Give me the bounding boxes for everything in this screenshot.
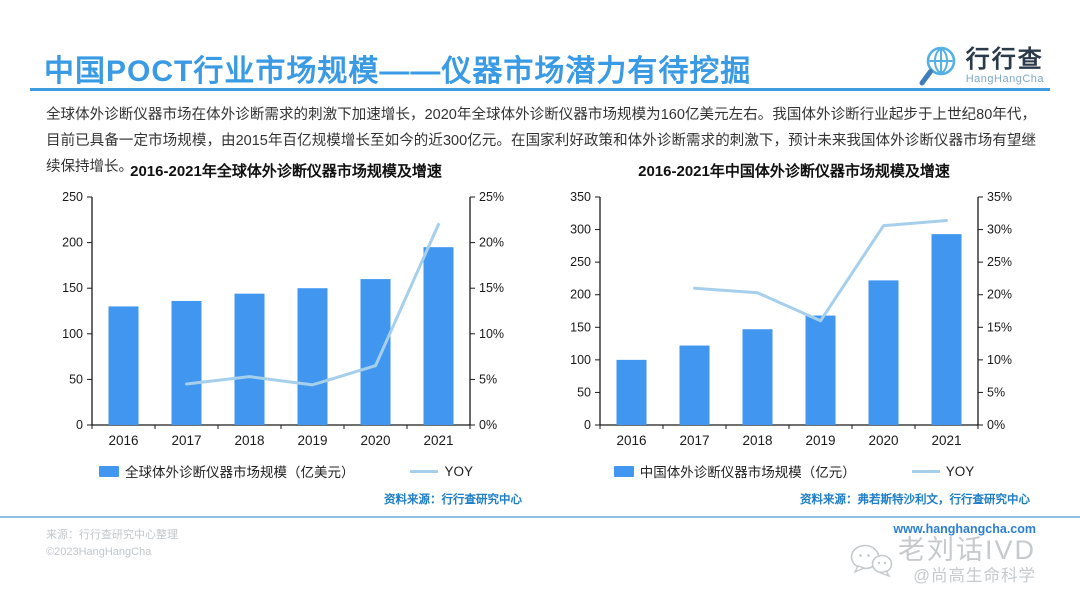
chart-title: 2016-2021年全球体外诊断仪器市场规模及增速 xyxy=(130,163,442,180)
legend-bar-swatch xyxy=(98,465,119,477)
legend-line-swatch xyxy=(410,469,439,473)
chart-source: 资料来源：弗若斯特沙利文，行行查研究中心 xyxy=(800,494,1030,506)
bar xyxy=(171,300,202,425)
y-axis-right-tick: 0% xyxy=(987,418,1005,432)
footer-source-line: 来源：行行查研究中心整理 xyxy=(46,529,178,541)
y-axis-right-tick: 15% xyxy=(987,320,1012,334)
y-axis-right-tick: 25% xyxy=(987,255,1012,269)
watermark-text: 老刘话IVD @尚高生命科学 xyxy=(898,537,1036,586)
x-axis-label: 2021 xyxy=(931,433,961,448)
legend-label: 全球体外诊断仪器市场规模（亿美元） xyxy=(124,465,355,480)
chart-legend: 中国体外诊断仪器市场规模（亿元） YOY xyxy=(544,461,1044,481)
footer-copyright: ©2023HangHangCha xyxy=(46,546,152,559)
legend-label: 中国体外诊断仪器市场规模（亿元） xyxy=(639,465,856,480)
legend-item: 全球体外诊断仪器市场规模（亿美元） xyxy=(98,461,355,481)
legend-line-swatch xyxy=(911,469,940,473)
y-axis-right-tick: 15% xyxy=(479,281,504,295)
intro-paragraph: 全球体外诊断仪器市场在体外诊断需求的刺激下加速增长，2020年全球体外诊断仪器市… xyxy=(46,107,1036,175)
y-axis-left-tick: 200 xyxy=(570,288,591,302)
legend-label: YOY xyxy=(444,463,473,479)
bar xyxy=(297,288,328,425)
chart-canvas: 0 50 100 150 200 250 0% 5% 10% 15% 20% 25% 2016 2017 2… xyxy=(62,190,504,448)
footer-right: www.hanghangcha.com 老刘话IVD @尚高生命科学 xyxy=(848,522,1036,586)
bar xyxy=(742,329,773,425)
yoy-line xyxy=(185,222,440,387)
y-axis-right-tick: 30% xyxy=(987,223,1012,237)
y-axis-right-tick: 20% xyxy=(987,288,1012,302)
y-axis-right-tick: 5% xyxy=(479,372,497,386)
page-title: 中国POCT行业市场规模——仪器市场潜力有待挖掘 xyxy=(44,55,752,88)
legend-item: 中国体外诊断仪器市场规模（亿元） xyxy=(613,461,856,481)
logo-subtitle: HangHangCha xyxy=(965,72,1044,85)
x-axis-label: 2016 xyxy=(108,433,138,448)
watermark-subtitle: @尚高生命科学 xyxy=(913,567,1036,585)
chart-title: 2016-2021年中国体外诊断仪器市场规模及增速 xyxy=(638,163,950,180)
footer-credits: 来源：行行查研究中心整理 ©2023HangHangCha xyxy=(46,527,178,561)
y-axis-right-tick: 20% xyxy=(479,236,504,250)
x-axis-label: 2021 xyxy=(423,433,453,448)
hanghangcha-logo: 行行查 HangHangCha xyxy=(917,44,1044,88)
y-axis-left-tick: 150 xyxy=(62,281,83,295)
bar xyxy=(360,279,391,425)
legend-item: YOY xyxy=(911,463,975,479)
y-axis-left-tick: 50 xyxy=(69,372,83,386)
chart-plot: 0 50 100 150 200 250 0% 5% 10% 15% 20% 25% 2016 2017 2… xyxy=(36,183,536,459)
y-axis-left-tick: 250 xyxy=(570,255,591,269)
x-axis-label: 2020 xyxy=(360,433,390,448)
chart-canvas: 0 50 100 150 200 250 300 350 0% 5% 10% 15% 20% 25% 30%… xyxy=(570,190,1012,448)
chart-plot: 0 50 100 150 200 250 300 350 0% 5% 10% 15% 20% 25% 30%… xyxy=(544,183,1044,459)
y-axis-right-tick: 35% xyxy=(987,190,1012,204)
logo-name: 行行查 xyxy=(965,46,1044,74)
chart-legend: 全球体外诊断仪器市场规模（亿美元） YOY xyxy=(36,461,536,481)
bar xyxy=(108,306,139,425)
legend-bar-swatch xyxy=(613,465,634,477)
y-axis-left-tick: 100 xyxy=(570,353,591,367)
watermark-title: 老刘话IVD xyxy=(897,535,1036,565)
y-axis-left-tick: 300 xyxy=(570,223,591,237)
x-axis-label: 2018 xyxy=(742,433,772,448)
bar xyxy=(616,359,647,425)
y-axis-left-tick: 50 xyxy=(577,385,591,399)
y-axis-left-tick: 100 xyxy=(62,327,83,341)
x-axis-label: 2018 xyxy=(234,433,264,448)
yoy-line xyxy=(693,218,948,323)
y-axis-left-tick: 150 xyxy=(570,320,591,334)
x-axis-label: 2017 xyxy=(679,433,709,448)
chart-source: 资料来源：行行查研究中心 xyxy=(384,494,522,506)
bar xyxy=(423,247,454,425)
x-axis-label: 2017 xyxy=(171,433,201,448)
website-link[interactable]: www.hanghangcha.com xyxy=(893,522,1036,536)
y-axis-right-tick: 0% xyxy=(479,418,497,432)
legend-item: YOY xyxy=(410,464,473,479)
bar xyxy=(679,345,710,425)
y-axis-left-tick: 0 xyxy=(76,418,83,432)
chat-bubbles-icon xyxy=(850,544,893,577)
chart-global-ivd: 2016-2021年全球体外诊断仪器市场规模及增速 0 50 100 150 200 25… xyxy=(36,160,536,507)
bar xyxy=(931,234,962,425)
chart-china-ivd: 2016-2021年中国体外诊断仪器市场规模及增速 0 50 100 150 200 25… xyxy=(544,160,1044,507)
footer-divider xyxy=(0,516,1080,518)
y-axis-right-tick: 10% xyxy=(987,353,1012,367)
y-axis-right-tick: 10% xyxy=(479,327,504,341)
charts-row: 2016-2021年全球体外诊断仪器市场规模及增速 0 50 100 150 200 25… xyxy=(36,160,1044,507)
y-axis-right-tick: 25% xyxy=(479,190,504,204)
bar xyxy=(234,293,265,425)
logo-text: 行行查 HangHangCha xyxy=(966,47,1044,84)
x-axis-label: 2016 xyxy=(616,433,646,448)
y-axis-right-tick: 5% xyxy=(987,385,1005,399)
bar xyxy=(805,315,836,425)
y-axis-left-tick: 350 xyxy=(570,190,591,204)
watermark: 老刘话IVD @尚高生命科学 xyxy=(848,537,1036,586)
x-axis-label: 2020 xyxy=(868,433,898,448)
x-axis-label: 2019 xyxy=(297,433,327,448)
y-axis-left-tick: 0 xyxy=(584,418,591,432)
y-axis-left-tick: 250 xyxy=(62,190,83,204)
title-underline xyxy=(30,88,1050,91)
legend-label: YOY xyxy=(945,463,975,479)
x-axis-label: 2019 xyxy=(805,433,835,448)
magnifier-globe-icon xyxy=(919,46,956,86)
bar xyxy=(868,280,899,425)
y-axis-left-tick: 200 xyxy=(62,236,83,250)
